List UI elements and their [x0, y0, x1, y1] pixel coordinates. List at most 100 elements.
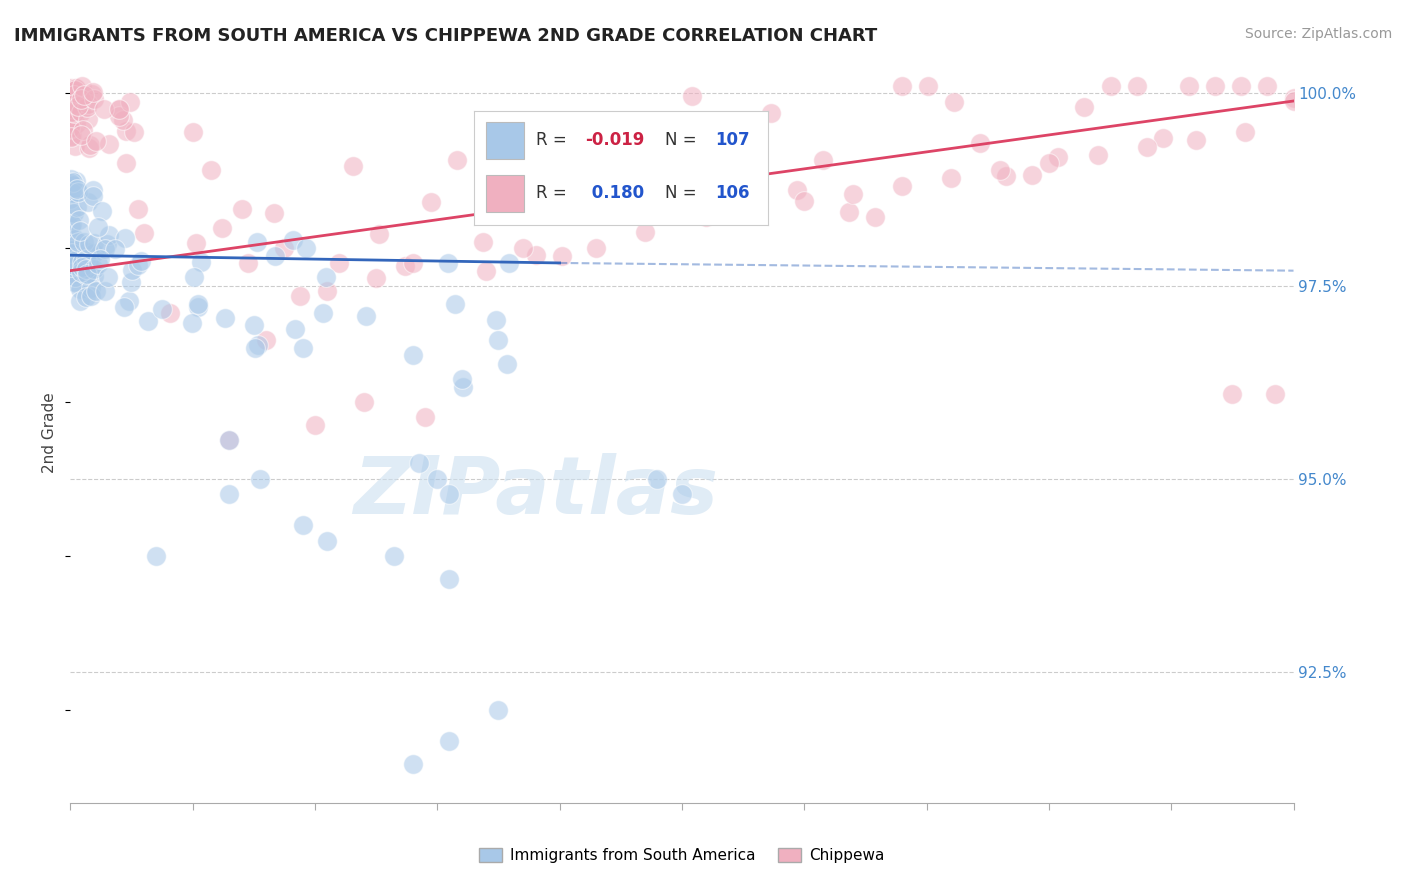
Point [1184, 132, 1206, 146]
Point [838, 205, 860, 219]
Point [707, 156, 730, 170]
Point [472, 235, 495, 249]
Point [793, 194, 815, 209]
Point [231, 202, 253, 216]
Point [76, 100, 98, 114]
Point [647, 472, 669, 486]
Point [127, 258, 149, 272]
Point [291, 341, 314, 355]
Point [551, 249, 574, 263]
Point [186, 296, 208, 310]
Point [671, 487, 693, 501]
Point [75, 261, 97, 276]
Point [273, 240, 295, 254]
Point [79, 288, 101, 302]
Point [60, 217, 83, 231]
Point [70, 255, 93, 269]
Point [211, 220, 233, 235]
Point [76, 267, 98, 281]
Point [1073, 100, 1095, 114]
Point [96, 237, 118, 252]
Point [585, 240, 607, 254]
Point [315, 284, 337, 298]
Point [97, 137, 120, 152]
Point [93, 285, 115, 299]
Point [65, 84, 87, 98]
Point [786, 183, 808, 197]
Point [114, 231, 136, 245]
Point [488, 703, 510, 717]
Point [1204, 78, 1226, 93]
Point [218, 434, 240, 448]
Point [108, 102, 131, 116]
Point [60, 129, 83, 144]
Point [408, 457, 430, 471]
Point [62, 229, 84, 244]
Point [450, 371, 472, 385]
Point [524, 247, 547, 261]
Point [63, 267, 86, 281]
Point [63, 87, 86, 102]
Point [184, 236, 207, 251]
Point [62, 106, 84, 120]
Point [243, 318, 266, 332]
Point [384, 549, 406, 563]
Text: ZIPatlas: ZIPatlas [353, 453, 717, 531]
Point [97, 270, 120, 285]
Point [73, 235, 96, 249]
Point [63, 97, 86, 112]
Point [69, 105, 91, 120]
Point [62, 82, 84, 96]
Point [60, 176, 83, 190]
Point [69, 282, 91, 296]
Point [70, 92, 93, 106]
Point [63, 232, 86, 246]
Point [63, 250, 86, 264]
Point [891, 178, 914, 193]
Point [65, 276, 87, 290]
Point [439, 572, 461, 586]
Point [1125, 78, 1147, 93]
Point [66, 182, 89, 196]
Point [80, 87, 103, 101]
Point [1178, 78, 1201, 93]
Point [82, 183, 104, 197]
Point [443, 297, 465, 311]
Point [246, 338, 269, 352]
Point [83, 246, 105, 260]
Point [60, 171, 83, 186]
Point [695, 210, 717, 224]
Point [60, 105, 83, 120]
Point [811, 153, 834, 168]
Point [1087, 148, 1109, 162]
Legend: Immigrants from South America, Chippewa: Immigrants from South America, Chippewa [474, 842, 890, 869]
Point [988, 163, 1011, 178]
Point [98, 227, 121, 242]
Point [759, 105, 782, 120]
Point [63, 82, 86, 96]
Point [69, 293, 91, 308]
Point [1282, 94, 1305, 108]
Point [420, 194, 443, 209]
Point [200, 163, 222, 178]
Point [249, 472, 271, 486]
Point [63, 139, 86, 153]
Point [63, 258, 86, 272]
Point [60, 245, 83, 260]
Point [120, 95, 142, 109]
Point [114, 124, 136, 138]
Point [59, 120, 82, 135]
Point [131, 253, 153, 268]
Point [1099, 78, 1122, 93]
Point [394, 260, 416, 274]
Point [120, 275, 142, 289]
Point [67, 99, 90, 113]
Point [437, 256, 460, 270]
Point [62, 176, 84, 190]
Point [939, 171, 962, 186]
Point [485, 313, 508, 327]
Point [60, 80, 83, 95]
Point [603, 167, 626, 181]
Point [366, 271, 388, 285]
Point [1230, 78, 1253, 93]
